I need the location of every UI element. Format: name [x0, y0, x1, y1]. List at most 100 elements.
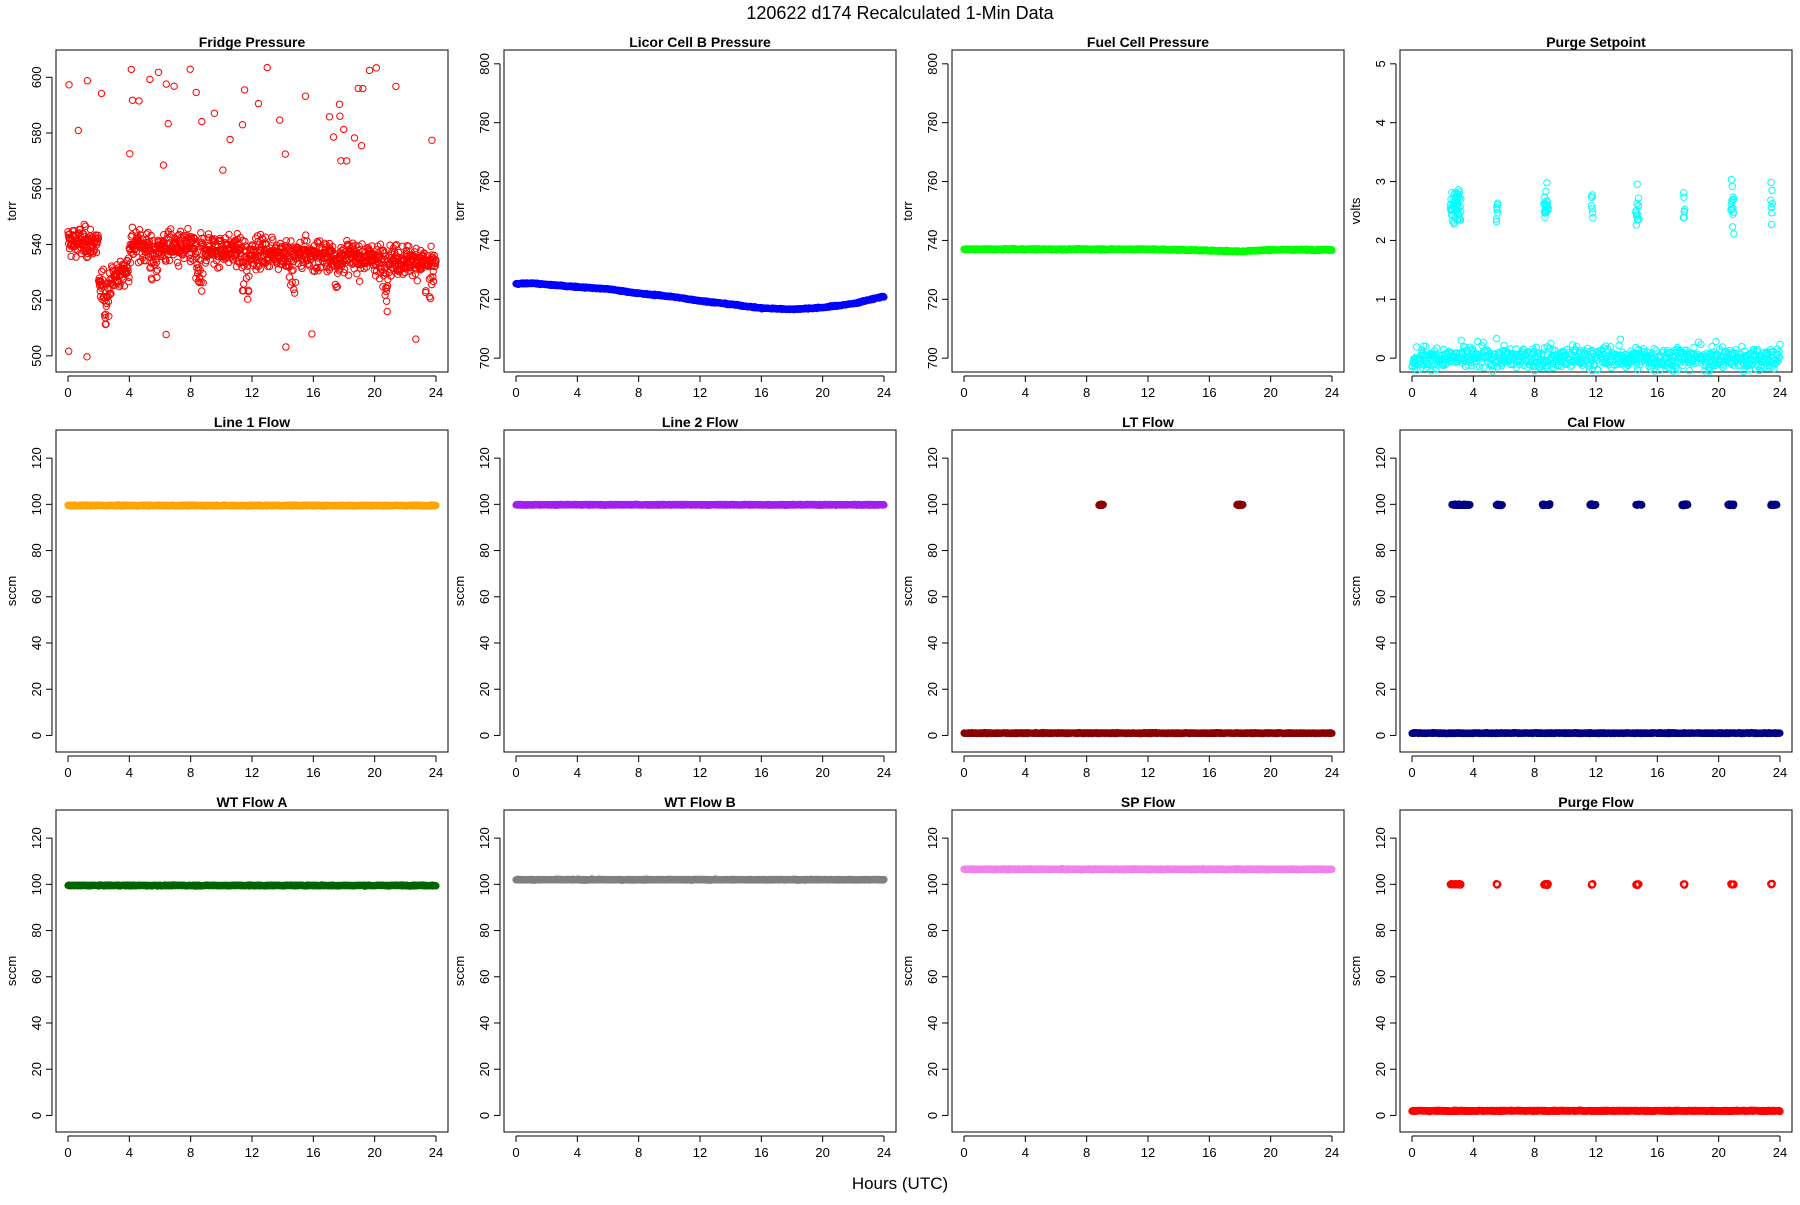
- data-point: [302, 93, 308, 99]
- y-tick-label: 0: [1373, 355, 1388, 362]
- y-tick-label: 60: [29, 590, 44, 604]
- data-point: [1544, 180, 1550, 186]
- y-tick-label: 520: [29, 289, 44, 311]
- x-tick-label: 0: [64, 385, 71, 400]
- data-point: [211, 110, 217, 116]
- y-axis-label: torr: [4, 201, 19, 221]
- data-point: [227, 136, 233, 142]
- data-point: [291, 290, 297, 296]
- x-tick-label: 12: [1141, 385, 1155, 400]
- data-point: [199, 288, 205, 294]
- x-tick-label: 24: [429, 385, 443, 400]
- data-point: [1681, 194, 1687, 200]
- data-points: [961, 245, 1335, 255]
- data-point: [393, 83, 399, 89]
- data-point: [1777, 341, 1783, 347]
- x-tick-label: 0: [1408, 385, 1415, 400]
- y-axis-label: sccm: [4, 576, 19, 606]
- x-tick-label: 12: [245, 385, 259, 400]
- x-tick-label: 16: [1650, 385, 1664, 400]
- data-points: [513, 501, 887, 509]
- data-point: [1329, 247, 1335, 253]
- y-tick-label: 760: [477, 171, 492, 193]
- data-point: [84, 78, 90, 84]
- data-point: [245, 296, 251, 302]
- plot-frame: [56, 430, 448, 752]
- panel-title: Line 2 Flow: [662, 414, 738, 430]
- data-point: [1768, 221, 1774, 227]
- data-point: [428, 243, 434, 249]
- x-tick-label: 24: [877, 765, 891, 780]
- data-point: [1493, 335, 1499, 341]
- y-tick-label: 700: [477, 347, 492, 369]
- y-tick-label: 740: [477, 230, 492, 252]
- plot-frame: [504, 50, 896, 372]
- data-point: [163, 331, 169, 337]
- data-point: [1686, 368, 1692, 374]
- x-tick-label: 16: [306, 385, 320, 400]
- y-tick-label: 0: [29, 732, 44, 739]
- data-point: [136, 98, 142, 104]
- y-axis-label: torr: [900, 201, 915, 221]
- data-point: [187, 66, 193, 72]
- data-points: [513, 280, 887, 313]
- data-point: [330, 134, 336, 140]
- data-point: [66, 82, 72, 88]
- x-tick-label: 24: [877, 385, 891, 400]
- x-tick-label: 20: [815, 765, 829, 780]
- data-point: [128, 66, 134, 72]
- y-tick-label: 120: [29, 447, 44, 469]
- y-tick-label: 4: [1373, 119, 1388, 126]
- data-point: [1729, 183, 1735, 189]
- y-tick-label: 80: [29, 543, 44, 557]
- data-point: [1713, 338, 1719, 344]
- data-point: [66, 348, 72, 354]
- data-point: [185, 225, 191, 231]
- y-tick-label: 800: [477, 53, 492, 75]
- data-point: [1481, 365, 1487, 371]
- data-point: [163, 81, 169, 87]
- data-point: [336, 101, 342, 107]
- x-tick-label: 4: [126, 385, 133, 400]
- x-tick-label: 12: [693, 385, 707, 400]
- data-point: [309, 331, 315, 337]
- x-tick-label: 8: [1531, 385, 1538, 400]
- y-tick-label: 60: [477, 590, 492, 604]
- panel-title: Fridge Pressure: [199, 34, 306, 50]
- y-tick-label: 780: [477, 112, 492, 134]
- x-tick-label: 16: [754, 385, 768, 400]
- x-tick-label: 24: [1773, 385, 1787, 400]
- data-point: [100, 266, 106, 272]
- data-point: [1616, 342, 1622, 348]
- y-tick-label: 40: [29, 636, 44, 650]
- y-tick-label: 580: [29, 122, 44, 144]
- data-point: [337, 113, 343, 119]
- x-tick-label: 12: [245, 765, 259, 780]
- y-tick-label: 20: [477, 682, 492, 696]
- y-tick-label: 740: [925, 230, 940, 252]
- data-point: [75, 127, 81, 133]
- data-point: [366, 67, 372, 73]
- data-point: [264, 64, 270, 70]
- data-point: [1617, 336, 1623, 342]
- x-tick-label: 20: [815, 385, 829, 400]
- panel-title: Purge Setpoint: [1546, 34, 1646, 50]
- y-tick-label: 100: [29, 493, 44, 515]
- data-point: [147, 76, 153, 82]
- data-point: [226, 231, 232, 237]
- data-point: [171, 83, 177, 89]
- data-point: [220, 167, 226, 173]
- data-point: [255, 100, 261, 106]
- figure-xlabel: Hours (UTC): [852, 1174, 948, 1193]
- x-tick-label: 24: [1325, 385, 1339, 400]
